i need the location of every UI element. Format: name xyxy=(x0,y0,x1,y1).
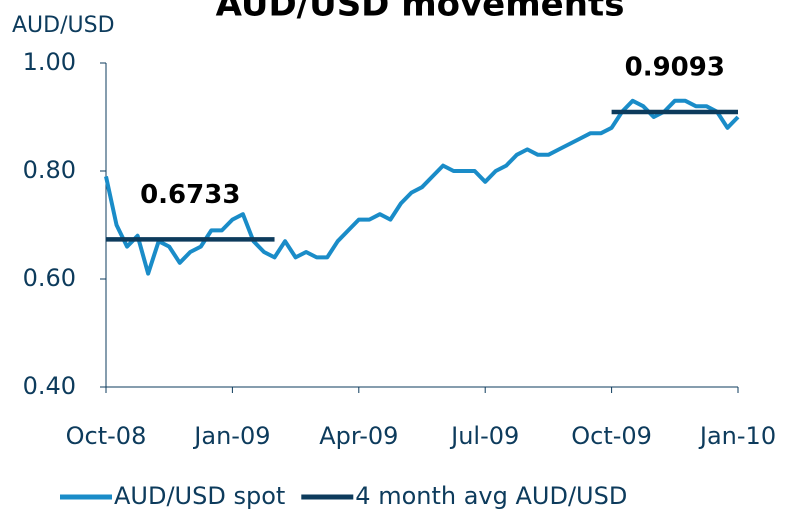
y-tick-label: 0.40 xyxy=(23,372,76,400)
y-tick-label: 1.00 xyxy=(23,48,76,76)
x-tick-label: Oct-08 xyxy=(66,422,147,450)
data-label: 0.6733 xyxy=(140,180,240,210)
x-tick-label: Jan-10 xyxy=(698,422,776,450)
x-tick-label: Jan-09 xyxy=(192,422,270,450)
y-tick-label: 0.80 xyxy=(23,156,76,184)
y-tick-label: 0.60 xyxy=(23,264,76,292)
series-line xyxy=(104,98,740,276)
legend-label: 4 month avg AUD/USD xyxy=(355,482,627,510)
chart-title: AUD/USD movements xyxy=(216,0,625,25)
x-tick-label: Jul-09 xyxy=(449,422,519,450)
x-tick-label: Apr-09 xyxy=(319,422,398,450)
series-line xyxy=(106,109,738,242)
legend-label: AUD/USD spot xyxy=(114,482,285,510)
data-label: 0.9093 xyxy=(625,52,725,82)
y-axis-label: AUD/USD xyxy=(12,13,115,38)
x-tick-label: Oct-09 xyxy=(571,422,652,450)
